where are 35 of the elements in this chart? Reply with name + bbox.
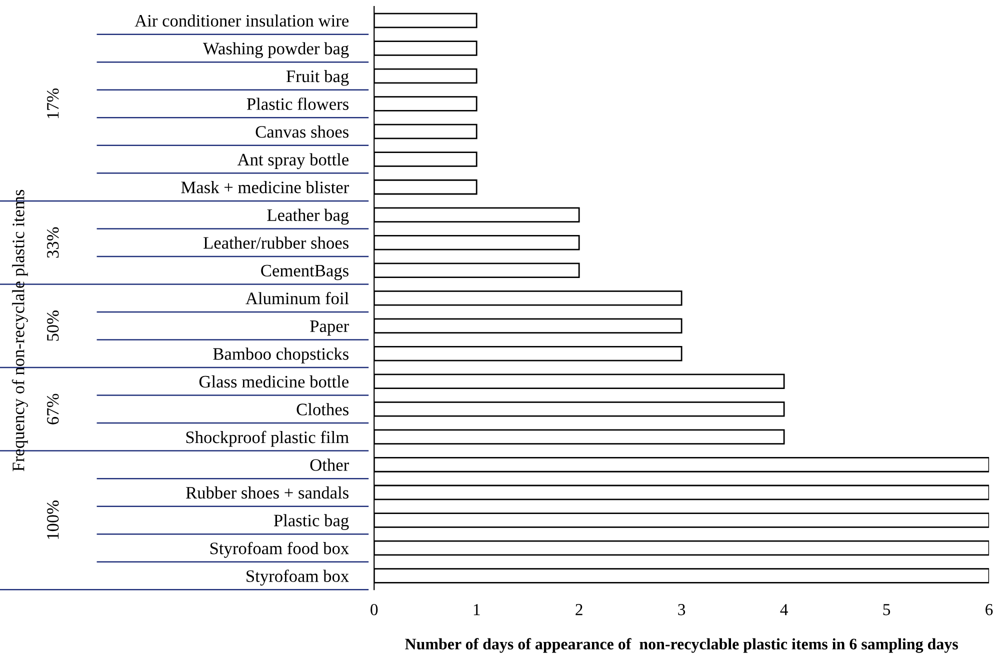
x-tick-label: 3 [678,604,686,616]
y-tick-label: Leather bag [267,208,349,225]
y-tick-label: Styrofoam food box [210,542,349,558]
y-tick-label: Washing powder bag [202,42,349,58]
y-tick-label: Mask + medicine blister [181,181,349,194]
y-tick-label: Clothes [296,403,348,416]
y-tick-label: Rubber shoes + sandals [186,486,348,499]
y-tick-label: Other [310,458,349,471]
text: 17% [46,88,59,118]
y-tick-label: Leather/rubber shoes [204,236,348,249]
y-tick-label: Styrofoam box [246,570,349,586]
y-tick-label: Plastic bag [274,514,349,530]
y-tick-label: Aluminum foil [246,292,349,304]
y-tick-label: Glass medicine bottle [199,375,349,388]
y-tick-label: Bamboo chopsticks [213,348,348,364]
text: Frequency of non-recyclale plastic items [12,190,28,472]
x-tick-label: 4 [780,604,788,616]
x-tick-label: 5 [883,604,890,616]
x-tick-label: 2 [576,604,582,616]
x-tick-label: 6 [986,604,993,616]
x-axis-title: Number of days of appearance of non-recyclable plastic items in 6 sampling days [405,638,958,653]
y-tick-label: Ant spray bottle [237,153,349,170]
y-tick-label: Air conditioner insulation wire [134,14,349,27]
y-tick-label: Shockproof plastic film [186,430,349,447]
text: 50% [46,310,59,341]
text: 33% [46,227,59,258]
x-tick-label: 0 [370,604,378,616]
x-tick-label: 1 [474,604,480,616]
y-tick-label: Fruit bag [286,70,349,86]
y-tick-label: Plastic flowers [246,98,348,110]
y-tick-label: Canvas shoes [256,126,348,138]
y-tick-label: CementBags [261,264,348,280]
text: 100% [46,500,59,539]
y-tick-label: Paper [310,320,349,336]
text: 67% [46,394,59,424]
